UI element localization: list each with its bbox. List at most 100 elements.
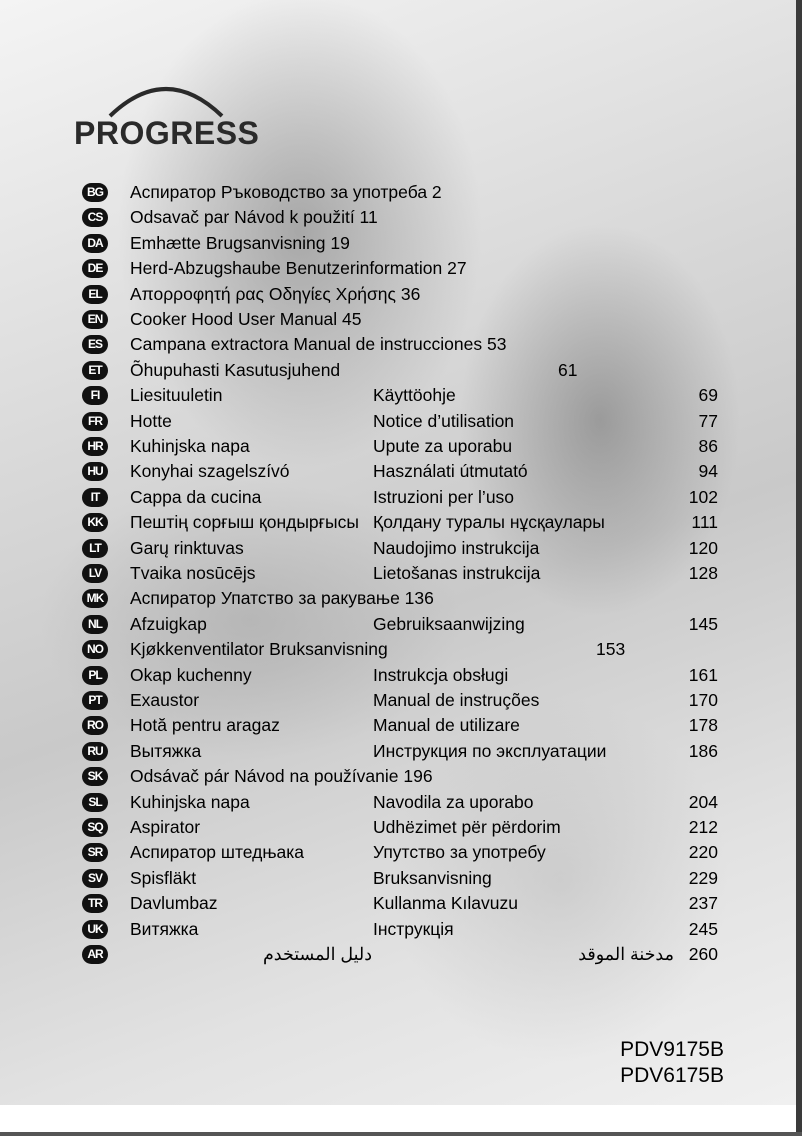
language-code-badge: SV <box>82 868 108 888</box>
model-number: PDV9175B <box>620 1038 724 1061</box>
manual-title: Manual de instruções <box>373 690 540 710</box>
manual-title: Інструкція <box>373 918 454 939</box>
product-name: Garų rinktuvas <box>130 537 244 558</box>
language-code-badge: KK <box>82 513 108 533</box>
language-row-sl[interactable]: SL Kuhinjska napa Navodila za uporabo 204 <box>82 792 718 816</box>
product-name: Hotte <box>130 410 172 431</box>
product-name: Tvaika nosūcējs <box>130 563 256 583</box>
page-number: 220 <box>688 842 718 863</box>
language-row-sk[interactable]: SK Odsávač pár Návod na používanie 196 <box>82 766 718 790</box>
bottom-divider <box>0 1132 802 1136</box>
product-name: Cappa da cucina <box>130 486 262 507</box>
manual-title: Naudojimo instrukcija <box>373 537 540 558</box>
page-number: 229 <box>688 867 718 888</box>
language-entry-text: Campana extractora Manual de instruccion… <box>130 334 507 355</box>
product-name: Afzuigkap <box>130 613 207 634</box>
language-code-badge: EN <box>82 310 108 329</box>
language-row-it[interactable]: IT Cappa da cucina Istruzioni per l’uso 102 <box>82 487 718 511</box>
page-number: 245 <box>688 918 718 939</box>
language-row-en[interactable]: EN Cooker Hood User Manual 45 <box>82 309 718 333</box>
manual-title: Bruksanvisning <box>373 867 492 888</box>
product-name: Okap kuchenny <box>130 664 252 685</box>
language-row-sq[interactable]: SQ Aspirator Udhëzimet për përdorim 212 <box>82 817 718 841</box>
page-number: 86 <box>698 436 718 456</box>
product-name: Витяжка <box>130 918 199 939</box>
language-entry-text: Odsavač par Návod k použití 11 <box>130 207 378 228</box>
language-entry-text: Kjøkkenventilator Bruksanvisning <box>130 639 388 660</box>
language-code-badge: MK <box>82 589 108 609</box>
language-code-badge: SL <box>82 792 108 812</box>
language-row-et[interactable]: ET Õhupuhasti Kasutusjuhend 61 <box>82 360 718 384</box>
language-entry-text: Odsávač pár Návod na používanie 196 <box>130 766 433 787</box>
language-row-tr[interactable]: TR Davlumbaz Kullanma Kılavuzu 237 <box>82 893 718 917</box>
language-entry-text: Emhætte Brugsanvisning 19 <box>130 232 350 253</box>
page-edge <box>796 0 802 1136</box>
page-number: 178 <box>688 715 718 736</box>
language-row-uk[interactable]: UK Витяжка Інструкція 245 <box>82 919 718 943</box>
product-name: مدخنة الموقد <box>578 944 674 964</box>
product-name: Davlumbaz <box>130 893 218 914</box>
page-number: 102 <box>688 486 718 507</box>
page-number: 94 <box>698 461 718 482</box>
manual-title: Kullanma Kılavuzu <box>373 893 518 914</box>
product-name: Konyhai szagelszívó <box>130 461 290 482</box>
language-code-badge: HU <box>82 462 108 482</box>
language-code-badge: HR <box>82 437 108 456</box>
language-code-badge: CS <box>82 208 108 228</box>
language-entry-text: Õhupuhasti Kasutusjuhend <box>130 359 341 380</box>
language-row-el[interactable]: EL Απορροφητή ρας Οδηγίες Χρήσης 36 <box>82 284 718 308</box>
language-row-nl[interactable]: NL Afzuigkap Gebruiksaanwijzing 145 <box>82 614 718 638</box>
language-row-hr[interactable]: HR Kuhinjska napa Upute za uporabu 86 <box>82 436 718 460</box>
language-row-mk[interactable]: MK Аспиратор Упатство за ракување 136 <box>82 588 718 612</box>
language-row-cs[interactable]: CS Odsavač par Návod k použití 11 <box>82 207 718 231</box>
page-number: 120 <box>688 537 718 558</box>
language-code-badge: PL <box>82 665 108 685</box>
language-row-pl[interactable]: PL Okap kuchenny Instrukcja obsługi 161 <box>82 665 718 689</box>
page-number: 204 <box>688 791 718 812</box>
language-code-badge: LT <box>82 538 108 558</box>
language-row-es[interactable]: ES Campana extractora Manual de instrucci… <box>82 334 718 358</box>
language-code-badge: PT <box>82 691 108 710</box>
product-name: Liesituuletin <box>130 385 223 406</box>
language-row-lv[interactable]: LV Tvaika nosūcējs Lietošanas instrukcija 1… <box>82 563 718 587</box>
page-number: 237 <box>688 893 718 914</box>
manual-title: Instrukcja obsługi <box>373 664 509 685</box>
language-row-lt[interactable]: LT Garų rinktuvas Naudojimo instrukcija 120 <box>82 538 718 562</box>
language-code-badge: DE <box>82 259 108 279</box>
language-row-sr[interactable]: SR Аспиратор штедњака Упутство за употребу… <box>82 842 718 866</box>
product-name: Spisfläkt <box>130 867 197 888</box>
language-row-fr[interactable]: FR Hotte Notice d’utilisation 77 <box>82 411 718 435</box>
language-code-badge: ES <box>82 335 108 355</box>
manual-title: Istruzioni per l’uso <box>373 486 515 507</box>
language-row-ar[interactable]: AR دليل المستخدم مدخنة الموقد 260 <box>82 944 718 968</box>
language-row-no[interactable]: NO Kjøkkenventilator Bruksanvisning 153 <box>82 639 718 663</box>
manual-title: Инструкция по эксплуатации <box>373 740 607 761</box>
language-row-de[interactable]: DE Herd-Abzugshaube Benutzerinformation 2… <box>82 258 718 282</box>
page-number: 145 <box>688 613 718 634</box>
manual-title: Navodila za uporabo <box>373 791 534 812</box>
product-name: Пештің сорғыш қондырғысы <box>130 512 359 533</box>
manual-title: Udhëzimet për përdorim <box>373 817 561 837</box>
manual-title: دليل المستخدم <box>262 944 372 964</box>
language-code-badge: FI <box>82 386 108 406</box>
language-row-ru[interactable]: RU Вытяжка Инструкция по эксплуатации 186 <box>82 741 718 765</box>
language-row-pt[interactable]: PT Exaustor Manual de instruções 170 <box>82 690 718 714</box>
logo-arc-icon <box>108 87 224 118</box>
language-row-fi[interactable]: FI Liesituuletin Käyttöohje 69 <box>82 385 718 409</box>
language-row-bg[interactable]: BG Аспиратор Ръководство за употреба 2 <box>82 182 718 206</box>
language-code-badge: FR <box>82 411 108 431</box>
manual-title: Gebruiksaanwijzing <box>373 613 525 634</box>
language-row-da[interactable]: DA Emhætte Brugsanvisning 19 <box>82 233 718 257</box>
language-entry-text: Cooker Hood User Manual 45 <box>130 309 362 329</box>
page-number: 186 <box>688 740 718 761</box>
page-number: 111 <box>691 512 718 533</box>
page-number: 170 <box>688 690 718 710</box>
language-row-sv[interactable]: SV Spisfläkt Bruksanvisning 229 <box>82 868 718 892</box>
page-number: 77 <box>698 410 718 431</box>
language-entry-text: Аспиратор Ръководство за употреба 2 <box>130 182 442 202</box>
language-row-ro[interactable]: RO Hotă pentru aragaz Manual de utilizare 1… <box>82 715 718 739</box>
language-row-hu[interactable]: HU Konyhai szagelszívó Használati útmutató… <box>82 461 718 485</box>
language-entry-text: Herd-Abzugshaube Benutzerinformation 27 <box>130 258 467 279</box>
language-row-kk[interactable]: KK Пештің сорғыш қондырғысы Қолдану туралы… <box>82 512 718 536</box>
language-entry-text: Аспиратор Упатство за ракување 136 <box>130 588 434 609</box>
